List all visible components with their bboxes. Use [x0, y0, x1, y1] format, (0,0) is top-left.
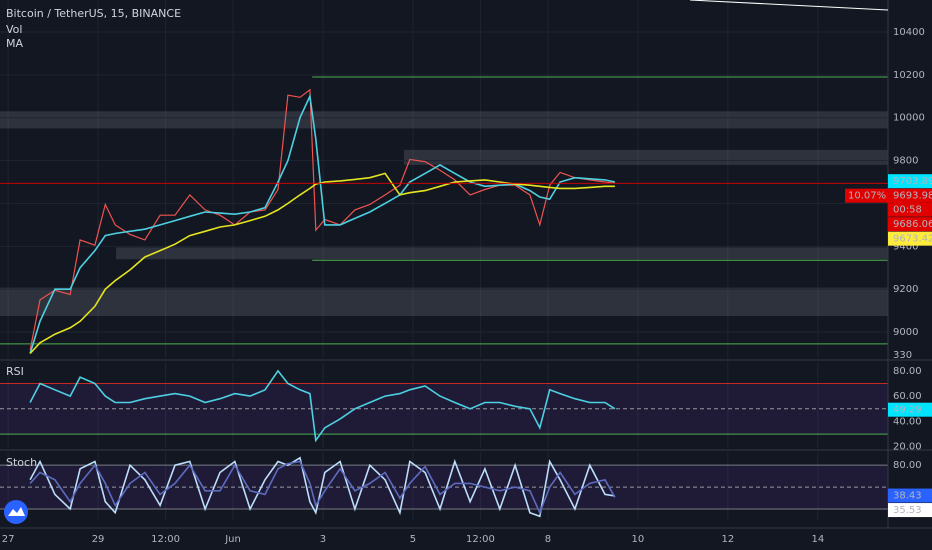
countdown-label: 00:58: [893, 205, 922, 216]
symbol-title: Bitcoin / TetherUS, 15, BINANCE: [6, 7, 181, 20]
x-tick-label: 8: [545, 534, 551, 545]
y-tick-label: 10400: [893, 27, 925, 38]
x-tick-label: 14: [811, 534, 824, 545]
price-label-box: [845, 188, 932, 203]
y-tick-label: 10200: [893, 70, 925, 81]
price-label: 35.53: [893, 505, 922, 516]
price-label: 9693.98: [893, 191, 932, 202]
y-tick-label: 20.00: [893, 442, 922, 453]
x-tick-label: 12:00: [466, 534, 495, 545]
price-label-box: [888, 402, 932, 417]
y-tick-label: 10000: [893, 113, 925, 124]
series-line: [29, 172, 615, 355]
price-label-box: [888, 488, 932, 503]
y-tick-label: 9200: [893, 284, 918, 295]
price-label: 9703.89: [893, 176, 932, 187]
zone: [0, 287, 888, 316]
indicator-label: MA: [6, 37, 23, 50]
pane-title: RSI: [6, 365, 24, 378]
price-label-box: [888, 231, 932, 246]
price-label-box: [888, 503, 932, 518]
series-line: [29, 460, 616, 515]
price-label: 38.43: [893, 491, 922, 502]
price-label: 9686.06: [893, 219, 932, 230]
series-line: [29, 369, 616, 443]
price-label: 49.29: [893, 405, 922, 416]
trend-drawing: [689, 0, 889, 11]
x-tick-label: 27: [2, 534, 15, 545]
series-line: [29, 93, 616, 354]
y-tick-label: 80.00: [893, 460, 922, 471]
x-tick-label: Jun: [224, 534, 241, 545]
x-tick-label: 5: [410, 534, 416, 545]
zone: [0, 111, 888, 129]
y-tick-label: 60.00: [893, 391, 922, 402]
price-label-box: [888, 174, 932, 189]
indicator-label: Vol: [6, 23, 22, 36]
y-tick-label: 80.00: [893, 366, 922, 377]
x-tick-label: 10: [632, 534, 645, 545]
zone: [116, 247, 888, 260]
change-label: 10.07%: [848, 191, 886, 202]
y-tick-label: 40.00: [893, 416, 922, 427]
volume-label: 330: [893, 350, 912, 361]
countdown-box: [888, 202, 932, 217]
y-tick-label: 9400: [893, 241, 918, 252]
x-tick-label: 12: [721, 534, 734, 545]
logo-icon: [8, 507, 25, 516]
pane-title: Stoch: [6, 456, 37, 469]
price-label-box: [888, 217, 932, 232]
zone: [403, 149, 888, 165]
x-tick-label: 29: [92, 534, 105, 545]
plot-layer: [0, 0, 888, 520]
x-tick-label: 3: [320, 534, 326, 545]
series-line: [29, 88, 615, 351]
x-tick-label: 12:00: [151, 534, 180, 545]
y-tick-label: 9800: [893, 156, 918, 167]
price-label: 9673.42: [893, 234, 932, 245]
overlay: 272912:00Jun3512:00810121490009200940096…: [2, 27, 932, 545]
y-tick-label: 9000: [893, 327, 918, 338]
